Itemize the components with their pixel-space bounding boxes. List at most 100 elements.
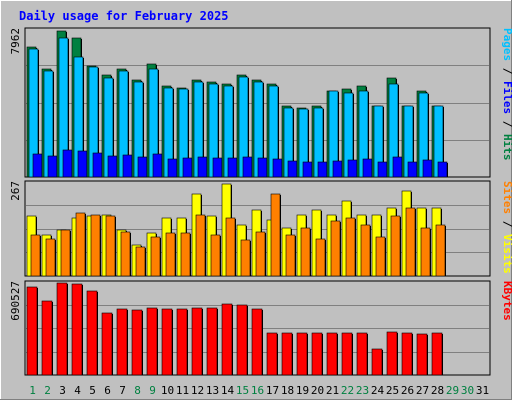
bar-kbytes-day-8 (131, 309, 143, 376)
bar-sites-day-14 (225, 217, 236, 277)
bar-pages-day-13 (212, 157, 223, 178)
bar-kbytes-day-15 (236, 304, 248, 376)
bar-sites-day-1 (30, 234, 41, 277)
x-tick-label-day-2: 2 (44, 384, 51, 397)
bar-kbytes-day-12 (191, 307, 203, 376)
x-tick-label-day-27: 27 (416, 384, 429, 397)
bar-kbytes-day-18 (281, 332, 293, 376)
bar-pages-day-18 (287, 160, 298, 178)
legend-separator: / (501, 114, 512, 134)
bar-sites-day-13 (210, 234, 221, 277)
bar-kbytes-day-21 (326, 332, 338, 376)
legend-separator: / (501, 61, 512, 81)
panel-hits-max-label: 7962 (9, 28, 22, 55)
legend-entry-hits: Hits (501, 134, 512, 161)
bar-sites-day-2 (45, 238, 56, 277)
bar-kbytes-day-23 (356, 332, 368, 376)
bar-pages-day-12 (197, 156, 208, 178)
x-tick-label-day-22: 22 (341, 384, 354, 397)
bar-sites-day-21 (330, 220, 341, 277)
bar-sites-day-20 (315, 238, 326, 277)
bar-sites-day-10 (165, 232, 176, 277)
x-tick-label-day-13: 13 (206, 384, 219, 397)
bar-sites-day-17 (270, 193, 281, 277)
bar-kbytes-day-4 (71, 283, 83, 376)
bar-kbytes-day-3 (56, 282, 68, 376)
x-tick-label-day-6: 6 (104, 384, 111, 397)
x-tick-label-day-17: 17 (266, 384, 279, 397)
bar-sites-day-26 (405, 207, 416, 277)
bar-kbytes-day-16 (251, 308, 263, 376)
bar-kbytes-day-1 (26, 286, 38, 376)
bar-sites-day-15 (240, 239, 251, 277)
bar-pages-day-20 (317, 161, 328, 178)
bar-pages-day-2 (47, 155, 58, 178)
bar-kbytes-day-9 (146, 307, 158, 376)
x-tick-label-day-29: 29 (446, 384, 459, 397)
bar-pages-day-21 (332, 160, 343, 178)
bar-sites-day-12 (195, 214, 206, 277)
bar-pages-day-1 (32, 153, 43, 178)
bar-kbytes-day-7 (116, 308, 128, 376)
panel-kbytes-max-label: 690527 (9, 281, 22, 321)
bar-sites-day-23 (360, 224, 371, 277)
x-tick-label-day-14: 14 (221, 384, 235, 397)
panel-visits-legend-label: Sites / Visits (501, 181, 512, 274)
bar-kbytes-day-2 (41, 300, 53, 376)
bar-sites-day-8 (135, 246, 146, 277)
x-tick-label-day-25: 25 (386, 384, 399, 397)
chart-title: Daily usage for February 2025 (19, 9, 229, 23)
x-tick-label-day-1: 1 (29, 384, 36, 397)
x-tick-label-day-23: 23 (356, 384, 369, 397)
x-tick-label-day-7: 7 (119, 384, 126, 397)
bar-pages-day-23 (362, 158, 373, 178)
bar-pages-day-27 (422, 159, 433, 178)
bar-sites-day-6 (105, 215, 116, 277)
bar-kbytes-day-6 (101, 312, 113, 376)
x-tick-label-day-3: 3 (59, 384, 66, 397)
bar-kbytes-day-28 (431, 332, 443, 376)
legend-entry-kbytes: KBytes (501, 281, 512, 321)
bar-kbytes-day-17 (266, 332, 278, 376)
bar-sites-day-24 (375, 236, 386, 277)
bar-sites-day-3 (60, 229, 71, 277)
bar-kbytes-day-22 (341, 332, 353, 376)
legend-separator: / (501, 214, 512, 234)
bar-pages-day-25 (392, 156, 403, 178)
legend-entry-files: Files (501, 81, 512, 114)
x-tick-label-day-10: 10 (161, 384, 174, 397)
bar-pages-day-15 (242, 156, 253, 178)
bar-kbytes-day-5 (86, 290, 98, 376)
bar-kbytes-day-11 (176, 308, 188, 376)
x-tick-label-day-31: 31 (476, 384, 489, 397)
x-tick-label-day-16: 16 (251, 384, 264, 397)
x-tick-label-day-19: 19 (296, 384, 309, 397)
bar-pages-day-22 (347, 159, 358, 178)
bar-kbytes-day-24 (371, 348, 383, 376)
bar-pages-day-26 (407, 161, 418, 178)
panel-hits: 7962 Pages / Files / Hits (9, 27, 512, 178)
bar-pages-day-11 (182, 157, 193, 178)
x-tick-label-day-20: 20 (311, 384, 324, 397)
bar-kbytes-day-27 (416, 333, 428, 376)
panel-visits: 267 Sites / Visits (9, 180, 512, 277)
bar-pages-day-17 (272, 158, 283, 178)
bar-kbytes-day-14 (221, 303, 233, 376)
x-tick-label-day-18: 18 (281, 384, 294, 397)
bar-pages-day-14 (227, 157, 238, 178)
legend-entry-pages: Pages (501, 28, 512, 61)
bar-kbytes-day-26 (401, 332, 413, 376)
bar-sites-day-19 (300, 227, 311, 277)
x-tick-label-day-24: 24 (371, 384, 385, 397)
bar-kbytes-day-10 (161, 308, 173, 376)
bar-kbytes-day-13 (206, 307, 218, 376)
bar-sites-day-11 (180, 232, 191, 277)
x-tick-label-day-12: 12 (191, 384, 204, 397)
x-tick-label-day-4: 4 (74, 384, 81, 397)
bar-pages-day-19 (302, 161, 313, 178)
bar-kbytes-day-19 (296, 332, 308, 376)
x-tick-label-day-8: 8 (134, 384, 141, 397)
bar-pages-day-6 (107, 155, 118, 178)
